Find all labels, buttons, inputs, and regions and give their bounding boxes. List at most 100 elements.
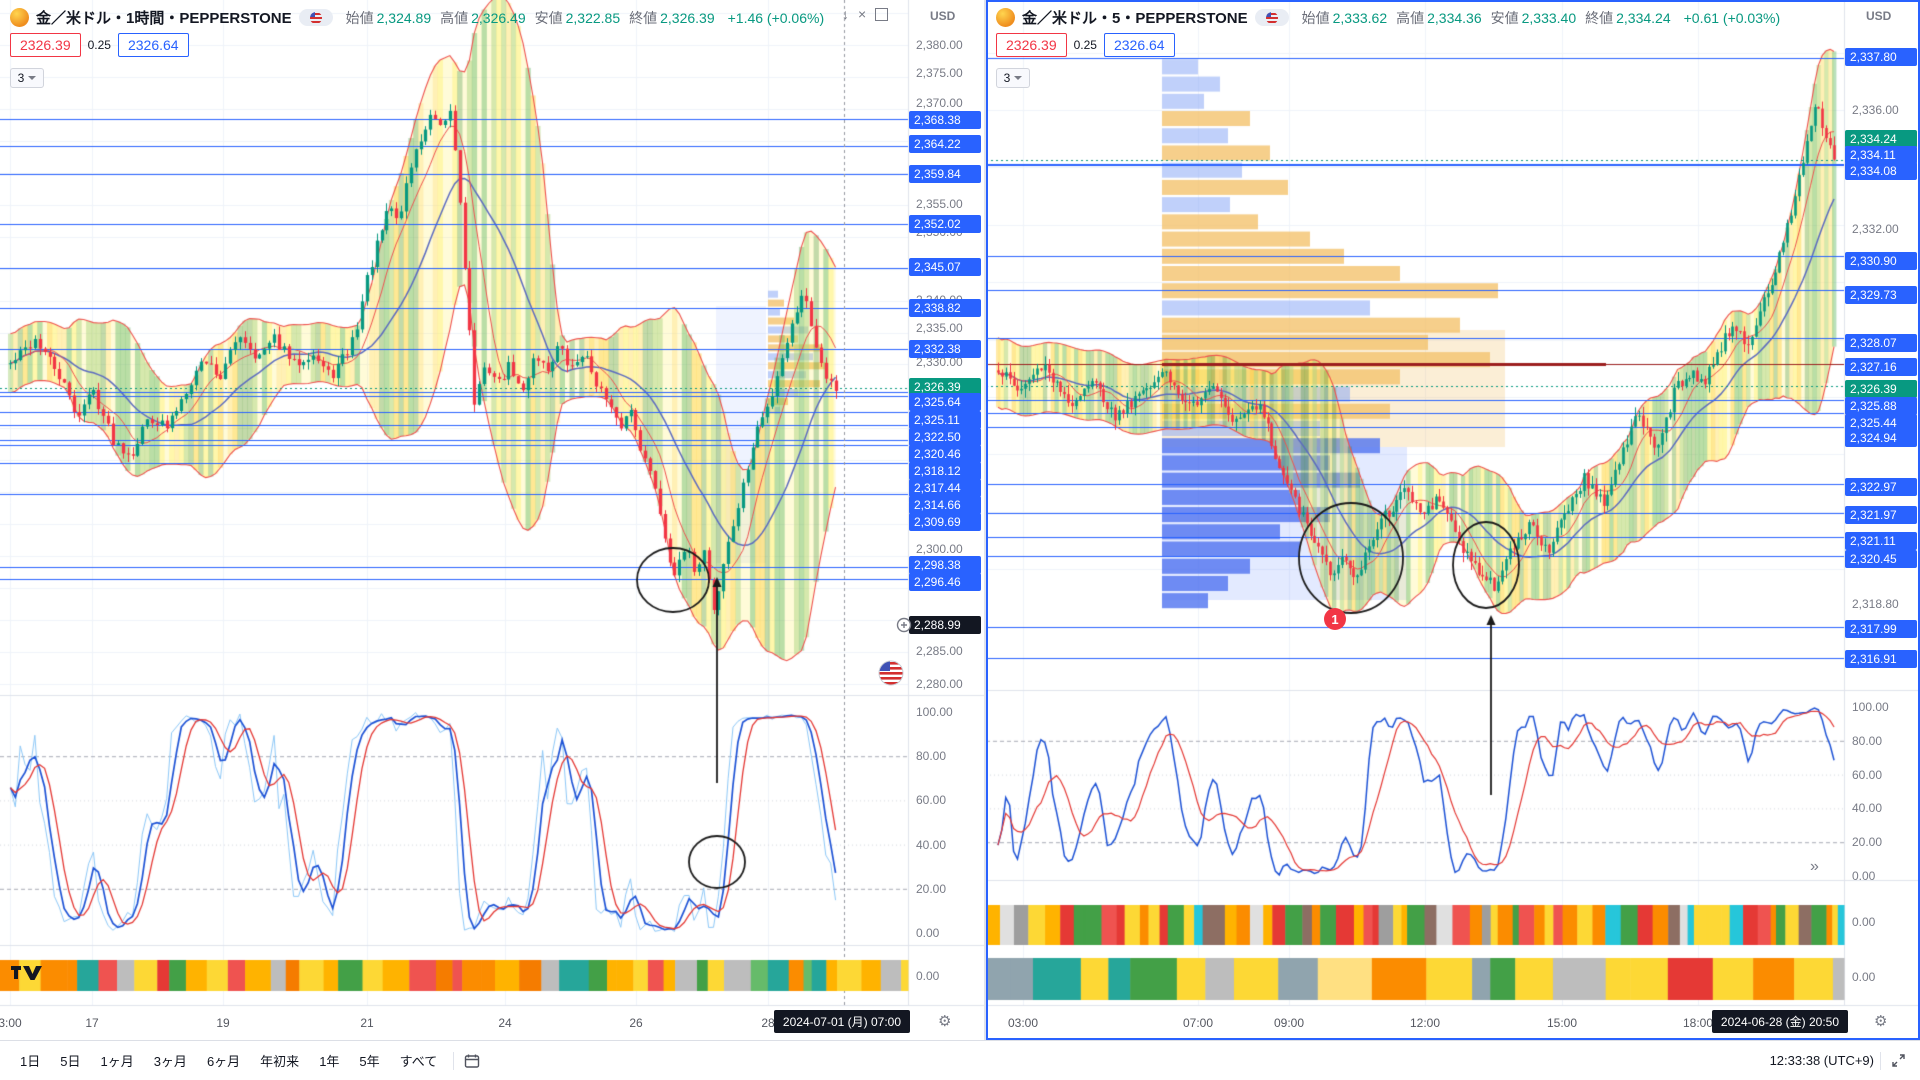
range-button[interactable]: 6ヶ月 [206,1054,241,1069]
change-value: +0.61 (+0.03%) [1683,9,1781,26]
close-chart-icon[interactable]: × [858,6,867,22]
price-tag-blue: 2,321.11 [1845,532,1917,550]
symbol-title[interactable]: 金／米ドル・5・PEPPERSTONE [1022,10,1248,27]
expand-panel-icon[interactable] [1887,1049,1910,1072]
range-button[interactable]: 年初来 [260,1054,300,1069]
price-tag-blue: 2,329.73 [1845,286,1917,304]
quote-row: 2326.39 0.25 2326.64 [996,33,1175,57]
ohlc-label: 安値 [1490,9,1519,26]
price-tag-blue: 2,328.07 [1845,334,1917,352]
axis-label: 20.00 [1852,835,1883,849]
chart-quick-icons: ↓ × [842,6,889,22]
price-tag-blue: 2,352.02 [909,215,981,233]
alert-circle-plus-icon[interactable] [896,617,912,638]
range-button[interactable]: 5日 [60,1054,81,1069]
chart-header: 金／米ドル・5・PEPPERSTONE 始値 2,333.62 高値 2,334.36… [996,7,1780,28]
axis-label: 2,300.00 [916,542,963,556]
range-button[interactable]: 1ヶ月 [100,1054,134,1069]
time-axis-label: 28 [761,1016,775,1030]
axis-label: 2,332.00 [1852,222,1899,236]
price-tag-blue: 2,325.64 [909,393,981,411]
price-tag-blue: 2,309.69 [909,513,981,531]
price-tag-blue: 2,322.97 [1845,478,1917,496]
ask-price-box[interactable]: 2326.64 [117,33,189,57]
range-button[interactable]: 3ヶ月 [153,1054,187,1069]
tradingview-logo[interactable] [10,963,44,986]
time-axis-label: 09:00 [1273,1016,1305,1030]
range-button[interactable]: 1日 [20,1054,41,1069]
bid-price-box[interactable]: 2326.39 [10,33,81,57]
collapse-pane-chevrons-icon[interactable]: » [1810,858,1819,875]
axis-label: 2,280.00 [916,677,963,691]
price-tag-blue: 2,317.44 [909,479,981,497]
indicators-count-button[interactable]: 3 [10,68,44,88]
toolbar-divider [1880,1051,1881,1070]
axis-label: 80.00 [1852,734,1883,748]
ohlc-label: 終値 [629,9,658,26]
currency-label[interactable]: USD [930,9,956,23]
price-tag-blue: 2,368.38 [909,111,981,129]
chevron-down-icon [1014,76,1023,80]
price-tag-blue: 2,338.82 [909,299,981,317]
spread-value: 0.25 [1073,38,1097,52]
overlay-1h: 金／米ドル・1時間・PEPPERSTONE 始値 2,324.89 高値 2,326.… [0,0,984,1040]
price-tag-blue: 2,359.84 [909,165,981,183]
ohlc-values: 始値 2,324.89 高値 2,326.49 安値 2,322.85 終値 2,326.39 [340,8,715,28]
chart-header: 金／米ドル・1時間・PEPPERSTONE 始値 2,324.89 高値 2,326.… [10,7,824,28]
time-axis-label: 17 [85,1016,99,1030]
ohlc-label: 高値 [1396,9,1425,26]
time-axis-label: 12:00 [1409,1016,1441,1030]
time-axis-label: 21 [360,1016,374,1030]
price-tag-blue: 2,332.38 [909,340,981,358]
axis-settings-gear-icon[interactable]: ⚙ [1874,1013,1888,1030]
axis-label: 20.00 [916,882,947,896]
price-tag-blue: 2,325.11 [909,411,981,429]
chevron-down-icon [28,76,37,80]
price-tag-blue: 2,320.46 [909,445,981,463]
gold-instrument-icon [10,8,29,27]
us-flag-event-icon[interactable] [878,660,904,691]
server-clock[interactable]: 12:33:38 (UTC+9) [1769,1053,1874,1068]
price-tag-blue: 2,337.80 [1845,48,1917,66]
time-axis-label: 26 [629,1016,643,1030]
ohlc-value: 2,334.24 [1616,9,1671,26]
symbol-title[interactable]: 金／米ドル・1時間・PEPPERSTONE [36,10,292,27]
range-button[interactable]: 5年 [359,1054,380,1069]
fullscreen-icon[interactable] [875,8,889,21]
bid-price-box[interactable]: 2326.39 [996,33,1067,57]
axis-label: 0.00 [1852,970,1876,984]
time-axis-label: 3:00 [0,1016,22,1030]
range-button[interactable]: 1年 [319,1054,340,1069]
axis-settings-gear-icon[interactable]: ⚙ [938,1013,952,1030]
price-chart-canvas-1h[interactable] [0,0,984,1040]
axis-label: 0.00 [1852,869,1876,883]
ask-price-box[interactable]: 2326.64 [1103,33,1175,57]
ohlc-label: 高値 [440,9,469,26]
price-tag-blue: 2,298.38 [909,556,981,574]
price-tag-blue: 2,317.99 [1845,620,1917,638]
bottom-toolbar: 1日 5日 1ヶ月 3ヶ月 6ヶ月 年初来 1年 5年 すべて 12:33:38 (UTC+9) [0,1040,1920,1080]
range-button[interactable]: すべて [399,1054,438,1069]
axis-label: 60.00 [916,793,947,807]
currency-label[interactable]: USD [1866,9,1892,23]
ohlc-value: 2,324.89 [376,9,432,26]
trade-marker-1[interactable]: 1 [1324,608,1346,630]
goto-realtime-icon[interactable]: ↓ [842,6,849,22]
axis-label: 2,370.00 [916,96,963,110]
price-tag-green: 2,326.39 [909,378,981,396]
ohlc-label: 始値 [345,9,374,26]
ohlc-value: 2,326.39 [660,9,715,26]
axis-label: 100.00 [916,705,953,719]
price-chart-canvas-5m[interactable] [986,0,1920,1040]
price-tag-blue: 2,345.07 [909,258,981,276]
axis-label: 2,336.00 [1852,103,1899,117]
spread-value: 0.25 [87,38,111,52]
axis-label: 80.00 [916,749,947,763]
ohlc-label: 安値 [534,9,563,26]
price-tag-green: 2,326.39 [1845,380,1917,398]
indicators-count-button[interactable]: 3 [996,68,1030,88]
go-to-date-calendar-icon[interactable] [460,1049,484,1073]
axis-label: 0.00 [1852,915,1876,929]
axis-label: 2,380.00 [916,38,963,52]
time-axis-tag: 2024-07-01 (月) 07:00 [773,1010,910,1033]
